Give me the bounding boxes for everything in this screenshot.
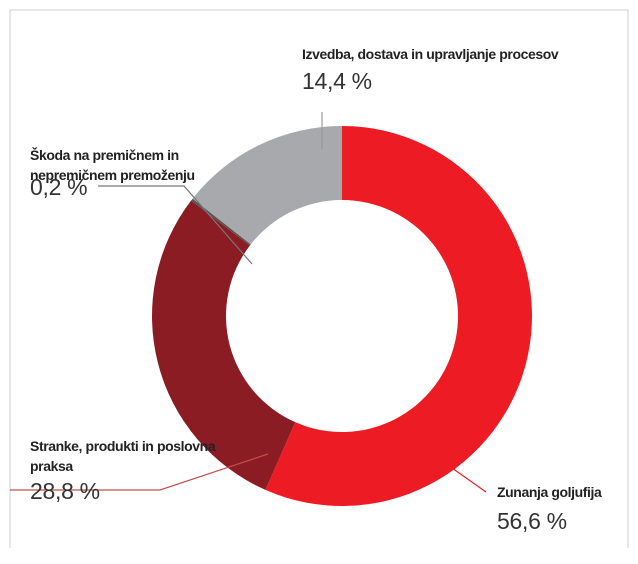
frame: [9, 9, 629, 548]
donut-slice: [265, 126, 532, 506]
leader-line: [98, 185, 253, 265]
donut-slice: [191, 198, 251, 246]
slice-label: Škoda na premičnem in nepremičnem premož…: [30, 147, 195, 183]
leader-line: [10, 453, 269, 491]
value-label: 14,4 %: [302, 68, 372, 94]
slice-label: Zunanja goljufija: [497, 484, 602, 500]
value-label: 56,6 %: [497, 508, 567, 534]
value-label: 28,8 %: [30, 478, 100, 504]
donut-slice: [192, 126, 342, 245]
slice-label: Izvedba, dostava in upravljanje procesov: [302, 46, 559, 62]
donut-slice: [151, 200, 296, 490]
leader-line: [451, 467, 487, 493]
value-label: 0,2 %: [30, 174, 88, 200]
slice-label: Stranke, produkti in poslovna praksa: [30, 438, 216, 474]
